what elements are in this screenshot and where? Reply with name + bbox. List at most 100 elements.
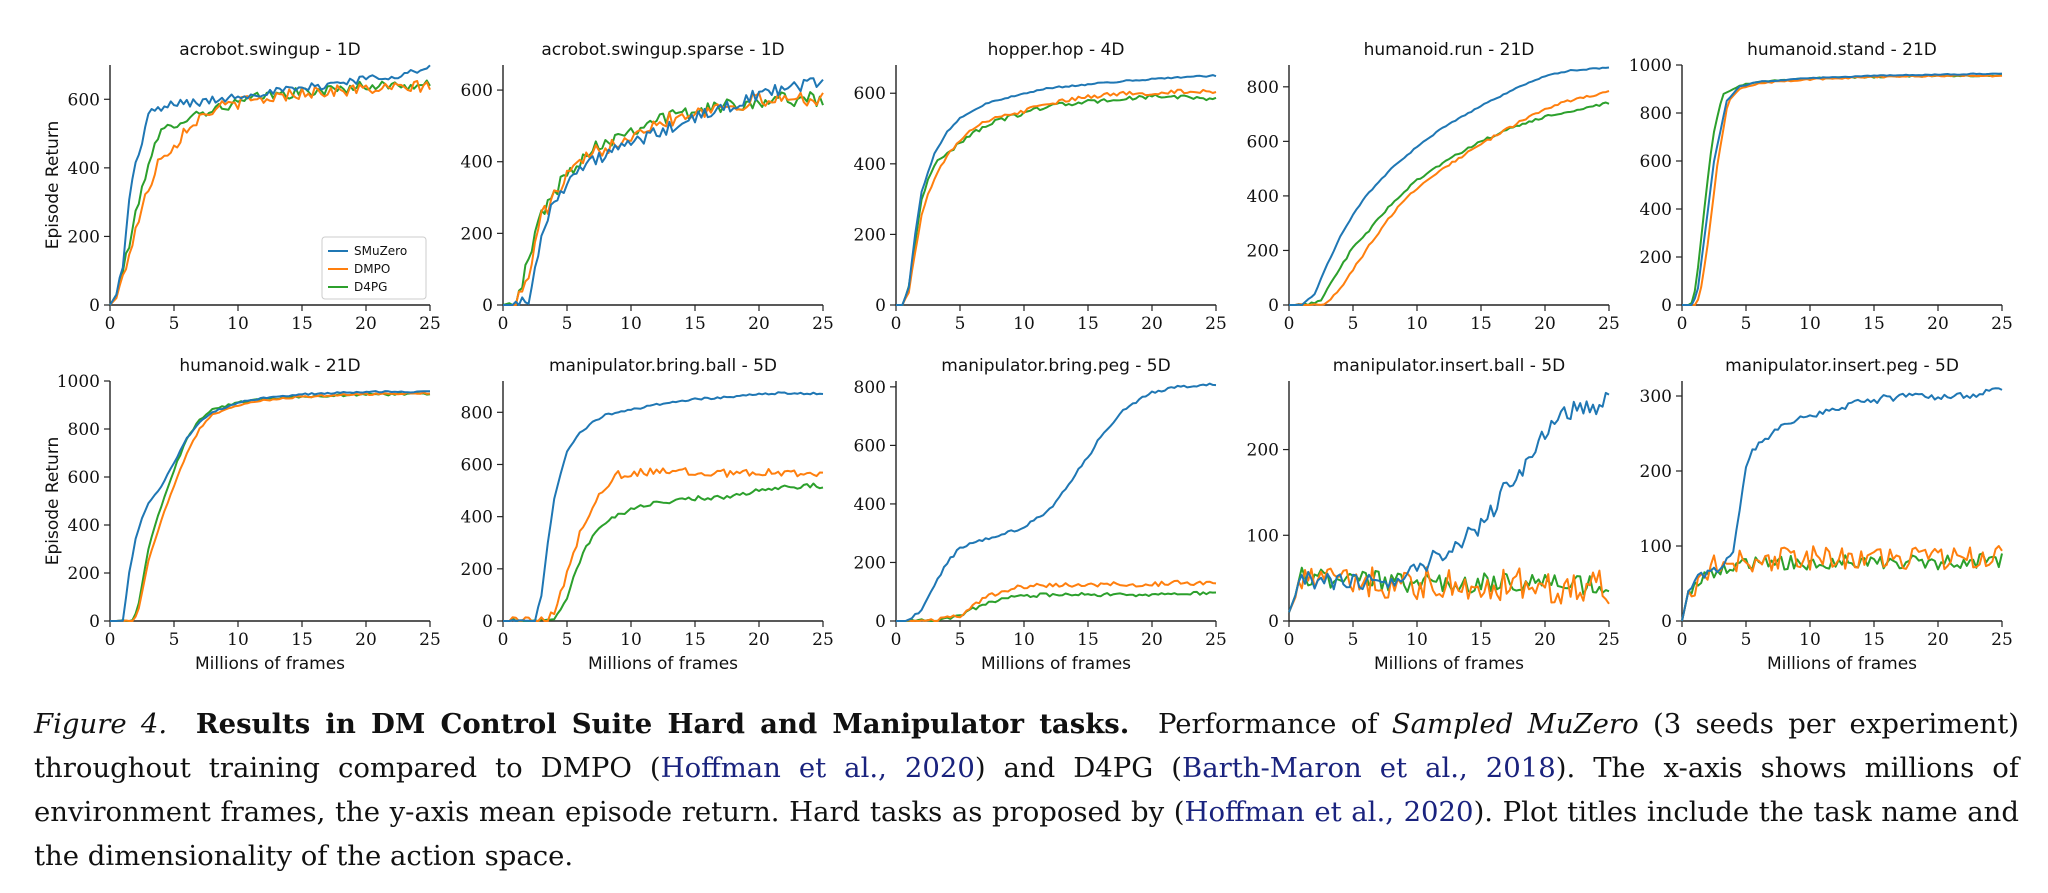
y-axis-label: Episode Return — [43, 121, 63, 250]
caption-citation-link[interactable]: Hoffman et al., 2020 — [660, 752, 975, 784]
y-tick-label: 800 — [68, 420, 100, 440]
x-tick-label: 0 — [498, 630, 509, 650]
x-tick-label: 5 — [1348, 630, 1359, 650]
x-tick-label: 0 — [1677, 630, 1688, 650]
y-tick-label: 0 — [89, 612, 100, 632]
x-tick-label: 15 — [684, 630, 706, 650]
y-tick-label: 200 — [1640, 462, 1672, 482]
y-tick-label: 600 — [461, 455, 493, 475]
caption-text-2: (3 seeds per experiment) throughout trai… — [34, 708, 2019, 784]
x-tick-label: 5 — [169, 314, 180, 334]
x-tick-label: 0 — [1677, 314, 1688, 334]
x-tick-label: 10 — [1406, 630, 1428, 650]
x-tick-label: 5 — [1741, 630, 1752, 650]
series-line-smuzero — [1289, 66, 1610, 306]
x-tick-label: 20 — [748, 630, 770, 650]
y-tick-label: 200 — [1247, 241, 1279, 261]
y-tick-label: 400 — [68, 159, 100, 179]
series-line-smuzero — [896, 382, 1217, 622]
x-tick-label: 5 — [1741, 314, 1752, 334]
y-tick-label: 600 — [68, 468, 100, 488]
y-tick-label: 300 — [1640, 387, 1672, 407]
x-tick-label: 25 — [1598, 314, 1620, 334]
x-tick-label: 25 — [1205, 630, 1227, 650]
y-tick-label: 800 — [461, 403, 493, 423]
legend: SMuZero DMPO D4PG — [321, 236, 427, 300]
x-axis-label: Millions of frames — [588, 654, 738, 674]
series-line-smuzero — [109, 64, 431, 306]
x-tick-label: 20 — [1534, 630, 1556, 650]
y-tick-label: 200 — [854, 225, 886, 245]
x-tick-label: 0 — [891, 630, 902, 650]
series-line-d4pg — [109, 79, 431, 306]
panel-title: humanoid.walk - 21D — [179, 356, 360, 376]
series-line-dmpo — [1682, 74, 2003, 306]
y-tick-label: 600 — [1640, 152, 1672, 172]
series-line-d4pg — [1289, 101, 1610, 306]
x-tick-label: 25 — [1991, 314, 2013, 334]
x-tick-label: 10 — [227, 314, 249, 334]
chart-panel: manipulator.insert.ball - 5D 0 5 10 15 20 25 0 1… — [1247, 356, 1620, 674]
legend-label: SMuZero — [354, 244, 407, 258]
x-tick-label: 15 — [291, 630, 313, 650]
series-line-dmpo — [110, 391, 431, 622]
panel-title: manipulator.bring.peg - 5D — [941, 356, 1170, 376]
chart-grid: acrobot.swingup - 1D0 5 10 15 20 250200400600… — [43, 40, 2013, 674]
x-tick-label: 5 — [562, 314, 573, 334]
caption-text-1: Performance of — [1157, 708, 1378, 740]
series-line-smuzero — [896, 74, 1217, 306]
x-axis-label: Millions of frames — [981, 654, 1131, 674]
y-tick-label: 800 — [1640, 104, 1672, 124]
caption-title: Results in DM Control Suite Hard and Man… — [195, 708, 1130, 740]
y-tick-label: 0 — [875, 296, 886, 316]
series-line-d4pg — [1681, 552, 2003, 622]
series-line-dmpo — [1288, 566, 1610, 613]
x-tick-label: 25 — [419, 630, 441, 650]
x-tick-label: 10 — [1799, 314, 1821, 334]
x-tick-label: 5 — [955, 314, 966, 334]
legend-label: D4PG — [354, 280, 387, 294]
panel-title: acrobot.swingup - 1D — [179, 40, 361, 60]
x-tick-label: 15 — [1863, 630, 1885, 650]
x-tick-label: 15 — [684, 314, 706, 334]
y-tick-label: 0 — [482, 612, 493, 632]
x-axis-label: Millions of frames — [1767, 654, 1917, 674]
x-tick-label: 20 — [1927, 314, 1949, 334]
y-tick-label: 400 — [68, 516, 100, 536]
chart-panel: acrobot.swingup.sparse - 1D 0 5 10 15 20 25 0 20… — [461, 40, 834, 334]
chart-panel: manipulator.insert.peg - 5D 0 5 10 15 20 25 0 10… — [1640, 356, 2013, 674]
x-tick-label: 20 — [1141, 314, 1163, 334]
y-tick-label: 400 — [461, 153, 493, 173]
x-tick-label: 20 — [355, 314, 377, 334]
panel-title: manipulator.bring.ball - 5D — [549, 356, 777, 376]
y-axis-label: Episode Return — [43, 437, 63, 566]
x-tick-label: 0 — [498, 314, 509, 334]
y-tick-label: 0 — [1268, 296, 1279, 316]
x-tick-label: 15 — [1077, 630, 1099, 650]
series-line-d4pg — [110, 392, 431, 622]
series-line-dmpo — [1681, 545, 2003, 622]
y-tick-label: 0 — [875, 612, 886, 632]
y-tick-label: 400 — [1247, 187, 1279, 207]
x-tick-label: 25 — [1991, 630, 2013, 650]
y-tick-label: 1000 — [1629, 56, 1672, 76]
x-tick-label: 25 — [1205, 314, 1227, 334]
y-tick-label: 0 — [1661, 296, 1672, 316]
x-tick-label: 0 — [105, 314, 116, 334]
x-tick-label: 25 — [419, 314, 441, 334]
series-line-smuzero — [503, 391, 824, 622]
x-tick-label: 15 — [1863, 314, 1885, 334]
series-line-smuzero — [1681, 387, 2003, 622]
x-tick-label: 10 — [620, 314, 642, 334]
x-tick-label: 25 — [1598, 630, 1620, 650]
caption-citation-link[interactable]: Hoffman et al., 2020 — [1184, 796, 1474, 828]
x-tick-label: 10 — [227, 630, 249, 650]
y-tick-label: 0 — [482, 296, 493, 316]
x-tick-label: 20 — [1534, 314, 1556, 334]
y-tick-label: 200 — [1640, 248, 1672, 268]
y-tick-label: 800 — [1247, 78, 1279, 98]
caption-citation-link[interactable]: Barth-Maron et al., 2018 — [1182, 752, 1556, 784]
y-tick-label: 100 — [1247, 526, 1279, 546]
chart-panel: acrobot.swingup - 1D 0 5 10 15 20 25 0 200 400 600… — [43, 40, 441, 334]
chart-panel: humanoid.run - 21D 0 5 10 15 20 25 0 200 400 600 80… — [1247, 40, 1620, 334]
